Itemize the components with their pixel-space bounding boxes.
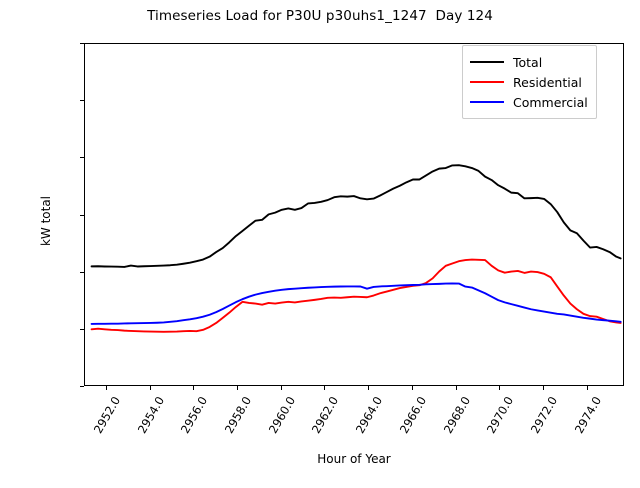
series-line-residential: [90, 258, 622, 333]
y-tick-mark: [80, 100, 84, 102]
legend-swatch-total: [470, 61, 504, 63]
x-tick-mark: [455, 386, 457, 390]
legend-label: Total: [513, 54, 543, 70]
legend-swatch-residential: [470, 81, 504, 83]
series-line-commercial: [90, 282, 622, 325]
y-tick-mark: [80, 328, 84, 330]
legend-item-total[interactable]: Total: [470, 52, 588, 72]
series-lines: [90, 164, 622, 333]
y-tick-mark: [80, 214, 84, 216]
legend-label: Commercial: [513, 94, 588, 110]
chart-title: Timeseries Load for P30U p30uhs1_1247 Da…: [147, 8, 493, 24]
y-tick-mark: [80, 43, 84, 44]
y-tick-mark: [80, 386, 84, 387]
x-tick-mark: [237, 386, 239, 390]
chart-legend: Total Residential Commercial: [462, 45, 597, 119]
legend-item-commercial[interactable]: Commercial: [470, 92, 588, 112]
y-axis-label: kW total: [39, 195, 53, 247]
x-tick-mark: [499, 386, 501, 390]
x-tick-mark: [368, 386, 370, 390]
x-tick-mark: [543, 386, 545, 390]
series-line-total: [90, 164, 622, 268]
legend-label: Residential: [513, 74, 582, 90]
y-tick-mark: [80, 271, 84, 273]
x-tick-mark: [149, 386, 151, 390]
legend-item-residential[interactable]: Residential: [470, 72, 588, 92]
x-tick-mark: [324, 386, 326, 390]
x-tick-mark: [193, 386, 195, 390]
x-axis-label: Hour of Year: [317, 452, 391, 466]
x-tick-mark: [105, 386, 107, 390]
x-tick-mark: [411, 386, 413, 390]
x-tick-mark: [280, 386, 282, 390]
legend-swatch-commercial: [470, 101, 504, 103]
x-tick-mark: [586, 386, 588, 390]
y-tick-mark: [80, 157, 84, 159]
